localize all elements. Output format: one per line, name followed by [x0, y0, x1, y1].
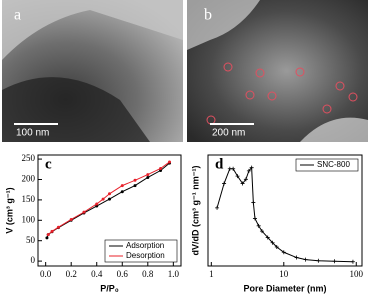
- marker: [101, 197, 105, 201]
- x-tick-label: 0.6: [117, 269, 129, 279]
- marker: [168, 160, 172, 164]
- panel-label: b: [204, 7, 212, 24]
- panel-b: b 200 nm: [187, 0, 368, 142]
- marker: [246, 168, 251, 173]
- marker: [95, 202, 99, 206]
- x-tick-label: 1: [209, 269, 214, 279]
- x-tick-label: 1.0: [168, 269, 180, 279]
- legend-label: Adsorption: [126, 241, 164, 250]
- marker: [159, 166, 163, 170]
- y-tick-label: 50: [26, 235, 36, 245]
- marker: [270, 240, 275, 245]
- marker: [215, 205, 220, 210]
- marker: [294, 255, 299, 260]
- marker: [259, 229, 264, 234]
- marker: [222, 181, 227, 186]
- marker: [82, 210, 86, 214]
- marker: [316, 258, 321, 263]
- x-tick-label: 0.0: [40, 269, 52, 279]
- x-axis-label: P/P₀: [100, 283, 119, 293]
- marker: [252, 216, 257, 221]
- series-line: [46, 162, 170, 239]
- marker: [146, 175, 150, 179]
- marker: [120, 184, 124, 188]
- marker: [50, 229, 54, 233]
- y-axis-label: V (cm³ g⁻¹): [4, 187, 14, 233]
- y-tick-label: 200: [22, 174, 36, 184]
- y-tick-label: 0: [31, 255, 36, 265]
- marker: [69, 217, 73, 221]
- marker: [56, 225, 60, 229]
- marker: [243, 177, 248, 182]
- marker: [108, 197, 111, 201]
- x-tick-label: 0.2: [66, 269, 77, 279]
- panel-label: a: [14, 7, 21, 24]
- marker: [332, 259, 337, 264]
- marker: [108, 192, 111, 196]
- marker: [120, 190, 124, 194]
- plot-frame: [207, 154, 363, 267]
- x-axis-label: Pore Diameter (nm): [243, 283, 326, 293]
- marker: [46, 233, 50, 237]
- panel-a: a 100 nm: [2, 0, 183, 142]
- marker: [133, 178, 137, 182]
- marker: [274, 244, 279, 249]
- marker: [45, 236, 49, 240]
- y-axis-label: dV/dD (cm³ g⁻¹ nm⁻¹): [190, 166, 200, 256]
- legend-label: Desorption: [126, 251, 165, 260]
- marker: [265, 235, 270, 240]
- plot-frame: [37, 154, 182, 267]
- panel-label: d: [215, 156, 224, 172]
- x-tick-label: 10: [279, 269, 289, 279]
- legend-box: [295, 158, 359, 172]
- marker: [303, 257, 308, 262]
- x-tick-label: 100: [350, 269, 364, 279]
- scale-bar: 200 nm: [212, 128, 245, 139]
- marker: [146, 173, 150, 177]
- x-tick-label: 0.4: [91, 269, 103, 279]
- marker: [133, 184, 137, 188]
- series-line: [216, 166, 353, 263]
- legend-label: SNC-800: [317, 160, 350, 169]
- marker: [350, 259, 355, 264]
- panel-label: c: [45, 156, 52, 172]
- y-tick-label: 250: [22, 153, 36, 163]
- marker: [281, 250, 286, 255]
- marker: [240, 181, 245, 186]
- marker: [235, 174, 240, 179]
- x-tick-label: 0.8: [142, 269, 154, 279]
- y-tick-label: 150: [22, 194, 36, 204]
- marker: [249, 165, 254, 170]
- marker: [251, 200, 256, 205]
- marker: [256, 223, 261, 228]
- y-tick-label: 100: [22, 214, 36, 224]
- scale-bar: 100 nm: [16, 128, 49, 139]
- marker: [231, 166, 236, 171]
